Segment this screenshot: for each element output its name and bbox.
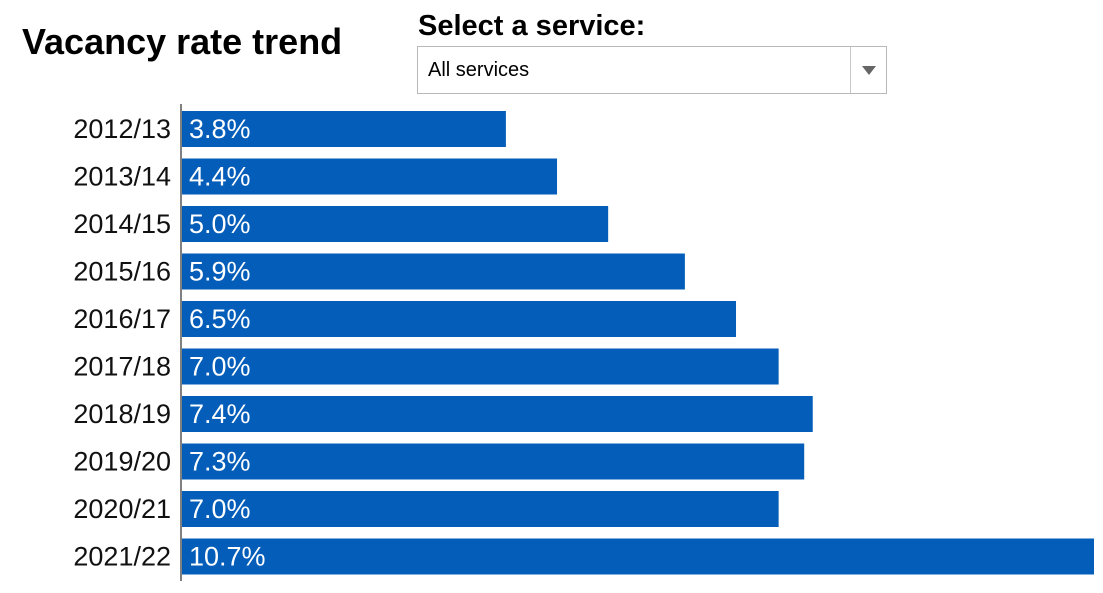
category-label: 2018/19 (73, 399, 171, 429)
category-label: 2019/20 (73, 447, 171, 477)
category-label: 2021/22 (73, 542, 171, 572)
service-select-divider (850, 47, 851, 93)
bar-value-label: 3.8% (189, 114, 251, 144)
bar-2014-15[interactable] (182, 206, 609, 242)
category-label: 2012/13 (73, 114, 171, 144)
bar-2016-17[interactable] (182, 301, 737, 337)
bar-2021-22[interactable] (182, 538, 1094, 575)
category-label: 2017/18 (73, 352, 171, 382)
bar-2017-18[interactable] (182, 348, 779, 385)
bar-2013-14[interactable] (182, 158, 558, 195)
category-label: 2015/16 (73, 257, 171, 287)
chevron-down-icon[interactable] (862, 66, 876, 75)
category-label: 2014/15 (73, 209, 171, 239)
bar-value-label: 7.3% (189, 447, 251, 477)
bar-value-label: 5.0% (189, 209, 251, 239)
category-label: 2020/21 (73, 494, 171, 524)
service-select-value: All services (428, 59, 530, 81)
bar-value-label: 7.0% (189, 494, 251, 524)
service-select-label: Select a service: (418, 10, 646, 42)
chart-title: Vacancy rate trend (22, 21, 343, 62)
bar-2018-19[interactable] (182, 396, 813, 432)
bar-value-label: 6.5% (189, 304, 251, 334)
bar-value-label: 7.4% (189, 399, 251, 429)
bar-2020-21[interactable] (182, 491, 779, 527)
bar-value-label: 4.4% (189, 162, 251, 192)
bar-value-label: 7.0% (189, 352, 251, 382)
bar-2019-20[interactable] (182, 443, 805, 480)
bar-value-label: 10.7% (189, 542, 266, 572)
bar-2012-13[interactable] (182, 111, 506, 147)
bar-2015-16[interactable] (182, 253, 685, 290)
category-label: 2013/14 (73, 162, 171, 192)
service-select[interactable]: All services (417, 46, 887, 94)
bar-value-label: 5.9% (189, 257, 251, 287)
category-label: 2016/17 (73, 304, 171, 334)
